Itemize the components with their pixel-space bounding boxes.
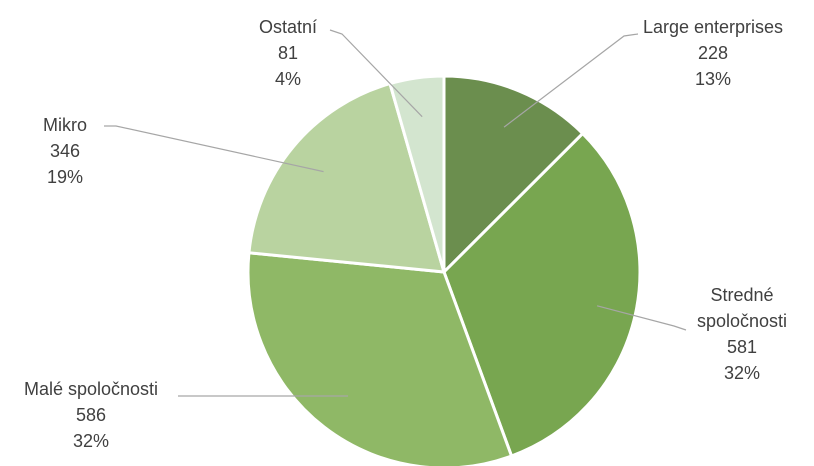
label-value: 81 [277, 43, 299, 63]
label-ostatni: Ostatní 81 4% [238, 14, 338, 92]
label-percent: 32% [723, 363, 761, 383]
leader-ostatni [329, 29, 423, 118]
slice-mikro [247, 81, 447, 274]
label-percent: 19% [46, 167, 84, 187]
leader-large-enterprises [503, 33, 639, 128]
label-name: Malé spoločnosti [23, 379, 159, 399]
label-name: Stredné spoločnosti [696, 285, 788, 331]
slice-stredne-spolocnosti [442, 131, 642, 458]
label-percent: 4% [274, 69, 301, 89]
slice-large-enterprises [442, 74, 585, 276]
label-value: 581 [726, 337, 758, 357]
label-value: 586 [75, 405, 107, 425]
label-value: 346 [49, 141, 81, 161]
label-large-enterprises: Large enterprises 228 13% [618, 14, 808, 92]
label-percent: 32% [72, 431, 110, 451]
label-name: Ostatní [258, 17, 318, 37]
label-name: Large enterprises [642, 17, 784, 37]
label-percent: 13% [694, 69, 732, 89]
slice-male-spolocnosti [246, 251, 514, 466]
label-stredne-spolocnosti: Stredné spoločnosti 581 32% [672, 282, 812, 386]
label-mikro: Mikro 346 19% [20, 112, 110, 190]
leader-stredne-spolocnosti [596, 305, 687, 331]
label-value: 228 [697, 43, 729, 63]
label-name: Mikro [43, 115, 87, 135]
label-male-spolocnosti: Malé spoločnosti 586 32% [6, 376, 176, 454]
leader-mikro [104, 125, 324, 173]
